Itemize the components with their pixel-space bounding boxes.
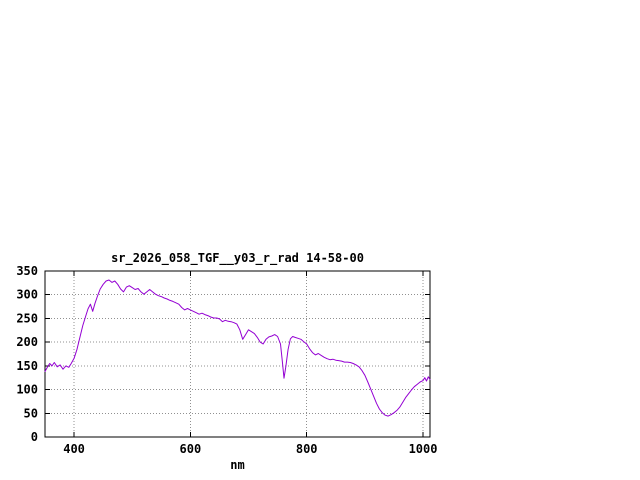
x-tick-label: 1000 bbox=[409, 442, 438, 456]
y-tick-label: 200 bbox=[16, 335, 38, 349]
y-tick-label: 0 bbox=[31, 430, 38, 444]
y-tick-label: 50 bbox=[24, 406, 38, 420]
y-tick-label: 100 bbox=[16, 383, 38, 397]
y-tick-label: 300 bbox=[16, 288, 38, 302]
chart-title: sr_2026_058_TGF__y03_r_rad 14-58-00 bbox=[111, 251, 364, 265]
plot-border bbox=[44, 270, 431, 438]
x-tick-label: 800 bbox=[296, 442, 318, 456]
spectrum-line bbox=[44, 279, 431, 417]
y-tick-label: 250 bbox=[16, 311, 38, 325]
x-axis-label: nm bbox=[230, 458, 245, 472]
x-tick-label: 400 bbox=[63, 442, 85, 456]
x-tick-label: 600 bbox=[180, 442, 202, 456]
y-tick-label: 150 bbox=[16, 359, 38, 373]
y-tick-label: 350 bbox=[16, 264, 38, 278]
